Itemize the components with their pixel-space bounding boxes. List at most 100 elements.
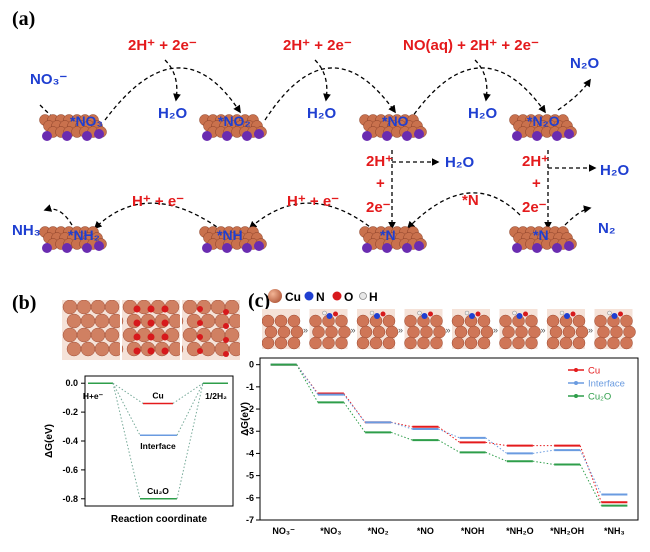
y-tick-label: -0.6 xyxy=(62,465,78,475)
adsorbate-structure xyxy=(356,309,399,350)
y-tick-label: 0 xyxy=(249,360,254,370)
y-axis-label: ΔG(eV) xyxy=(44,424,55,458)
y-tick-label: -3 xyxy=(246,426,254,436)
step-connector xyxy=(296,364,319,395)
step-connector xyxy=(343,394,366,423)
level-connector xyxy=(112,382,144,404)
y-tick-label: -0.2 xyxy=(62,407,78,417)
x-axis-label: Reaction coordinate xyxy=(111,514,208,525)
mid-right-h2o: H₂O xyxy=(600,162,630,179)
legend-label: Cu₂O xyxy=(588,392,611,403)
cu-atom-icon xyxy=(268,289,282,303)
legend-label: Interface xyxy=(588,379,625,390)
panel-b-label: (b) xyxy=(12,292,37,314)
atom-legend-o: O xyxy=(344,290,353,304)
equation-bottom-1: H⁺ + e⁻ xyxy=(132,193,185,210)
x-tick-label: *NO₃ xyxy=(320,526,341,536)
catalyst-slabs xyxy=(39,114,577,253)
y-tick-label: -4 xyxy=(246,448,254,458)
y-tick-label: -0.8 xyxy=(62,494,78,504)
panel-b-structures xyxy=(62,300,240,360)
energy-level-label: Cu₂O xyxy=(147,486,169,496)
catalyst-slab xyxy=(359,114,427,141)
svg-text:»: » xyxy=(303,325,308,335)
mid-right-2e: 2e⁻ xyxy=(522,199,547,216)
y-tick-label: 0.0 xyxy=(65,378,78,388)
x-tick-label: *NOH xyxy=(461,526,485,536)
panel-a-label: (a) xyxy=(12,8,36,30)
reaction-profile-chart: 0 -1 -2 -3 -4 -5 -6 -7 ΔG(eV) NO₃⁻ *NO₃ *NO₂ *NO *NOH… xyxy=(240,357,639,536)
x-tick-label: NO₃⁻ xyxy=(272,526,295,536)
mid-center-n: *N xyxy=(462,192,479,209)
adsorbate-structure xyxy=(309,309,351,350)
catalyst-slab xyxy=(39,114,107,141)
y-tick-label: -6 xyxy=(246,493,254,503)
level-connector xyxy=(112,382,141,436)
species-n-ads-2: *N xyxy=(533,227,549,243)
legend-marker xyxy=(574,394,578,398)
species-nh-ads: *NH xyxy=(217,227,243,243)
step-connector xyxy=(532,449,555,454)
step-connector xyxy=(296,364,319,403)
level-connector xyxy=(176,382,204,436)
plot-frame xyxy=(259,357,639,521)
catalyst-slab xyxy=(359,226,427,253)
adsorbate-structure xyxy=(404,309,446,350)
species-n2o-ads: *N₂O xyxy=(527,113,560,129)
y-tick-label: -5 xyxy=(246,471,254,481)
equation-top-1: 2H⁺ + 2e⁻ xyxy=(128,37,197,54)
h-atom-icon xyxy=(359,292,367,300)
catalyst-slab xyxy=(199,226,267,253)
adsorbate-structure xyxy=(546,309,589,350)
y-tick-label: -7 xyxy=(246,515,254,525)
energy-level-label: H+e⁻ xyxy=(83,391,104,401)
step-connector xyxy=(485,451,508,462)
mid-left-h2o: H₂O xyxy=(445,154,475,171)
catalyst-slab xyxy=(509,226,577,253)
mid-left-2h: 2H⁺ xyxy=(366,153,394,170)
species-n2o: N₂O xyxy=(570,55,600,72)
y-axis-label: ΔG(eV) xyxy=(240,402,251,436)
species-h2o-2: H₂O xyxy=(307,105,337,122)
svg-text:»: » xyxy=(541,325,546,335)
species-no2-ads: *NO₂ xyxy=(218,113,251,129)
step-connector xyxy=(343,402,366,433)
y-tick-label: -1 xyxy=(246,382,254,392)
y-tick-label: -2 xyxy=(246,404,254,414)
species-no3-minus: NO₃⁻ xyxy=(30,71,68,88)
catalyst-slab xyxy=(199,114,267,141)
adsorbate-structure xyxy=(451,309,494,350)
y-tick-label: -0.4 xyxy=(62,436,78,446)
species-n2: N₂ xyxy=(598,220,616,237)
step-connector xyxy=(390,421,413,430)
equation-bottom-2: H⁺ + e⁻ xyxy=(287,193,340,210)
mid-right-plus: + xyxy=(532,175,541,192)
species-n-ads-1: *N xyxy=(380,227,396,243)
svg-text:»: » xyxy=(588,325,593,335)
svg-text:»: » xyxy=(446,325,451,335)
level-connector xyxy=(112,383,141,499)
x-tick-label: *NH₂OH xyxy=(550,526,584,536)
legend-marker xyxy=(574,368,578,372)
x-tick-label: *NO₂ xyxy=(368,526,389,536)
atom-legend-n: N xyxy=(316,290,325,304)
species-no3-ads: *NO₃ xyxy=(70,113,103,129)
panel-c-structures: » » » » » » » xyxy=(262,309,636,350)
n-atom-icon xyxy=(304,291,314,301)
step-connector xyxy=(579,464,602,506)
adsorbate-structure xyxy=(499,309,541,350)
level-connector xyxy=(176,383,204,499)
legend-label: Cu xyxy=(588,366,600,377)
energy-level-label: Cu xyxy=(152,390,163,400)
mid-left-plus: + xyxy=(376,175,385,192)
species-nh3: NH₃ xyxy=(12,222,41,239)
atom-legend-h: H xyxy=(369,290,378,304)
panel-a-graphics xyxy=(39,59,597,236)
step-connector xyxy=(438,428,460,439)
x-tick-label: *NO xyxy=(417,526,434,536)
mid-right-2h: 2H⁺ xyxy=(522,153,550,170)
step-connector xyxy=(579,445,602,503)
equation-top-3: NO(aq) + 2H⁺ + 2e⁻ xyxy=(403,37,539,54)
equation-top-2: 2H⁺ + 2e⁻ xyxy=(283,37,352,54)
step-connector xyxy=(390,431,413,441)
